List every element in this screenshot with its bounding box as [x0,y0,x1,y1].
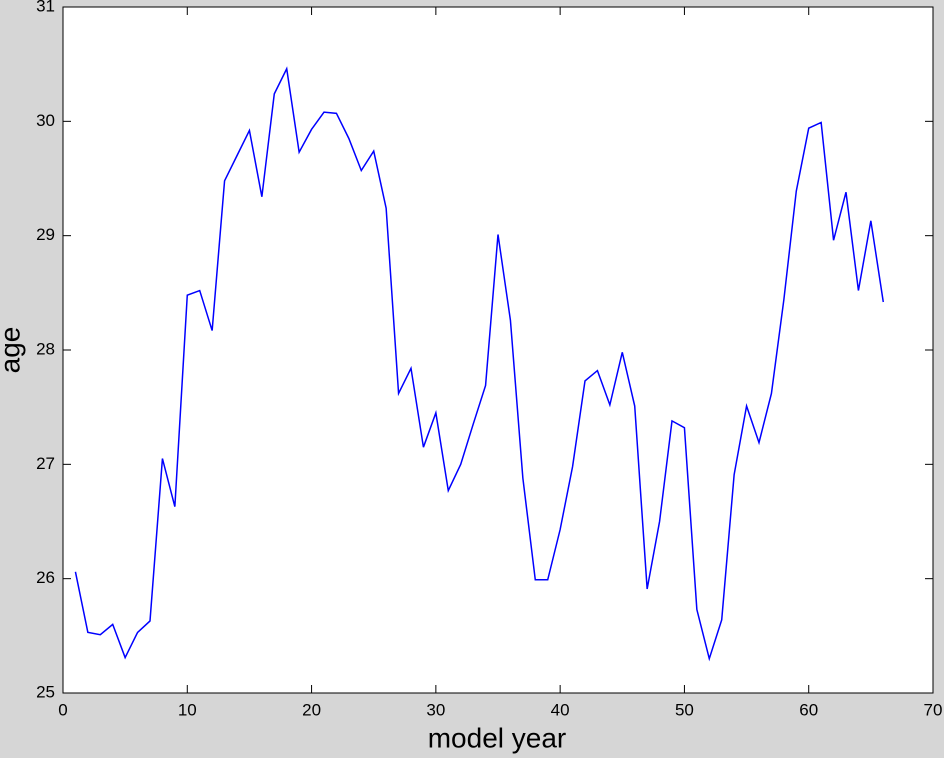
x-tick-label: 40 [551,700,570,719]
y-axis-title: age [0,327,25,374]
y-tick-label: 31 [36,0,55,15]
plot-area [62,6,934,694]
x-tick-label: 70 [924,700,943,719]
y-tick-label: 29 [36,225,55,244]
x-tick-label: 50 [675,700,694,719]
line [74,66,885,662]
x-axis-title: model year [428,722,567,753]
y-tick-label: 26 [36,568,55,587]
y-tick-label: 30 [36,111,55,130]
x-tick-label: 30 [426,700,445,719]
x-tick-label: 10 [178,700,197,719]
y-tick-label: 25 [36,682,55,701]
x-tick-label: 60 [799,700,818,719]
y-tick-label: 28 [36,339,55,358]
y-tick-label: 27 [36,454,55,473]
x-tick-label: 20 [302,700,321,719]
x-tick-label: 0 [58,700,67,719]
